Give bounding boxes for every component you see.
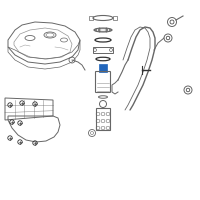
Bar [93,47,113,53]
Circle shape [95,29,97,31]
Circle shape [99,30,100,32]
Circle shape [109,29,111,31]
Bar [89,16,93,20]
Circle shape [99,28,100,30]
Circle shape [106,30,107,32]
Circle shape [106,28,107,30]
Bar [96,108,110,130]
Bar [113,16,117,20]
Bar [99,64,107,72]
